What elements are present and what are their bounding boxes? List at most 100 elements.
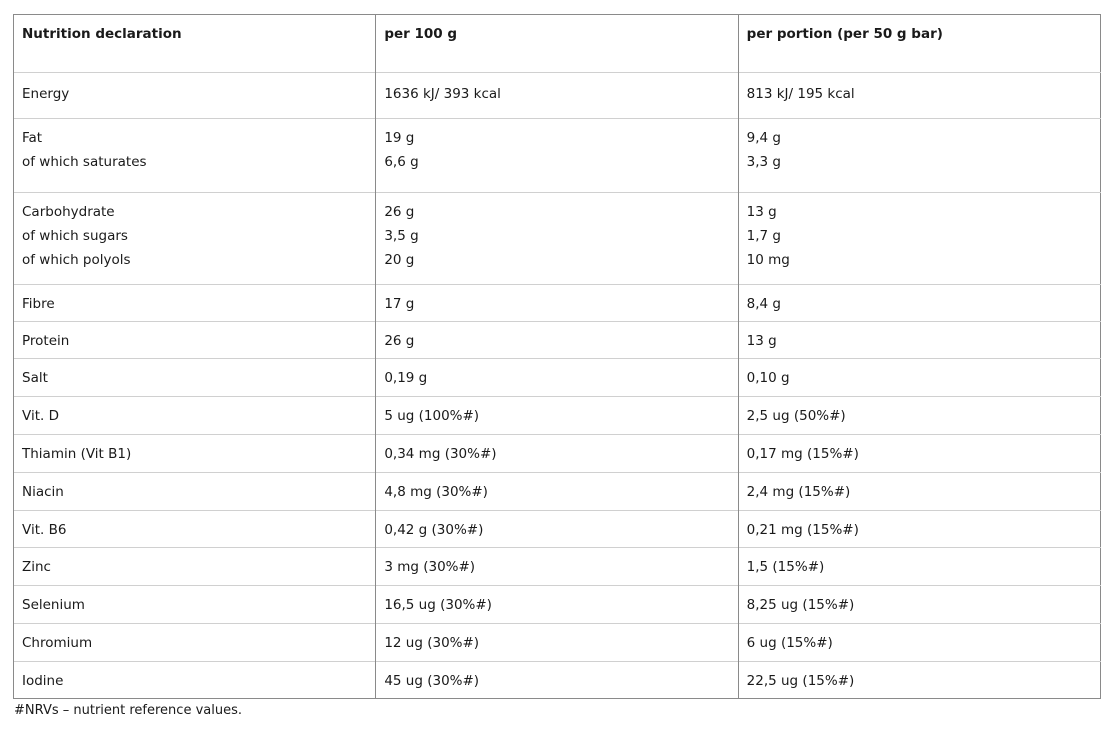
nutrient-label: Thiamin (Vit B1) [22,446,132,462]
nutrient-label: of which sugars [22,228,128,244]
nutrient-label: of which saturates [22,154,147,170]
nutrient-label: Selenium [22,597,85,613]
header-per-portion: per portion (per 50 g bar) [737,14,1101,73]
per-portion-cell: 6 ug (15%#) [737,623,1101,662]
nutrient-value: 13 g [746,204,777,220]
table-row: Thiamin (Vit B1) 0,34 mg (30%#) 0,17 mg (1… [12,434,1101,473]
per-100g-cell: 45 ug (30%#) [375,661,739,699]
nutrient-value: 1,5 (15%#) [746,559,825,575]
table-row: Vit. B6 0,42 g (30%#) 0,21 mg (15%#) [12,510,1101,548]
nutrient-cell: Selenium [12,585,376,624]
nutrient-cell: Carbohydrate of which sugars of which poly… [12,192,376,285]
nutrition-table: Nutrition declaration per 100 g per port… [12,14,1101,699]
nutrient-value: 6,6 g [384,154,419,170]
nutrient-cell: Energy [12,72,376,119]
per-portion-cell: 8,25 ug (15%#) [737,585,1101,624]
header-per-100g: per 100 g [375,14,739,73]
nutrient-cell: Niacin [12,472,376,511]
per-100g-cell: 26 g [375,321,739,359]
per-portion-cell: 22,5 ug (15%#) [737,661,1101,699]
nutrient-value: 3,5 g [384,228,419,244]
nutrient-value: 20 g [384,252,415,268]
per-100g-cell: 19 g 6,6 g [375,118,739,193]
per-100g-cell: 0,34 mg (30%#) [375,434,739,473]
nutrient-label: Niacin [22,484,64,500]
per-100g-cell: 1636 kJ/ 393 kcal [375,72,739,119]
nutrient-cell: Chromium [12,623,376,662]
nutrient-cell: Protein [12,321,376,359]
nutrient-value: 10 mg [746,252,790,268]
table-row: Niacin 4,8 mg (30%#) 2,4 mg (15%#) [12,472,1101,511]
nutrient-value: 6 ug (15%#) [746,635,833,651]
table-row: Fat of which saturates 19 g 6,6 g 9,4 g 3,3 g [12,118,1101,193]
nutrient-value: 813 kJ/ 195 kcal [746,86,855,102]
nutrient-cell: Thiamin (Vit B1) [12,434,376,473]
nutrient-label: Zinc [22,559,51,575]
nutrient-label: Carbohydrate [22,204,115,220]
per-portion-cell: 1,5 (15%#) [737,547,1101,586]
header-row: Nutrition declaration per 100 g per port… [12,14,1101,73]
per-100g-cell: 17 g [375,284,739,322]
table-row: Selenium 16,5 ug (30%#) 8,25 ug (15%#) [12,585,1101,624]
nutrient-value: 9,4 g [746,130,781,146]
nutrient-cell: Iodine [12,661,376,699]
per-portion-cell: 0,10 g [737,358,1101,397]
table-row: Protein 26 g 13 g [12,321,1101,359]
nutrient-cell: Vit. B6 [12,510,376,548]
nutrient-value: 22,5 ug (15%#) [746,673,855,689]
per-portion-cell: 2,5 ug (50%#) [737,396,1101,435]
nutrient-label: Vit. B6 [22,522,67,538]
table-row: Iodine 45 ug (30%#) 22,5 ug (15%#) [12,661,1101,699]
nutrient-value: 19 g [384,130,415,146]
table-row: Fibre 17 g 8,4 g [12,284,1101,322]
nutrient-label: Energy [22,86,70,102]
nutrient-label: Protein [22,333,70,349]
per-100g-cell: 12 ug (30%#) [375,623,739,662]
nutrient-label: Iodine [22,673,64,689]
nutrient-cell: Salt [12,358,376,397]
nutrient-value: 13 g [746,333,777,349]
nutrient-value: 0,10 g [746,370,790,386]
per-100g-cell: 5 ug (100%#) [375,396,739,435]
per-100g-cell: 0,19 g [375,358,739,397]
per-100g-cell: 0,42 g (30%#) [375,510,739,548]
footnote: #NRVs – nutrient reference values. [14,703,242,718]
table-row: Salt 0,19 g 0,10 g [12,358,1101,397]
per-portion-cell: 0,17 mg (15%#) [737,434,1101,473]
nutrient-label: Salt [22,370,48,386]
nutrient-value: 1636 kJ/ 393 kcal [384,86,501,102]
nutrient-value: 2,4 mg (15%#) [746,484,851,500]
per-portion-cell: 13 g [737,321,1101,359]
nutrient-value: 4,8 mg (30%#) [384,484,488,500]
table-row: Zinc 3 mg (30%#) 1,5 (15%#) [12,547,1101,586]
table-row: Carbohydrate of which sugars of which poly… [12,192,1101,285]
per-portion-cell: 2,4 mg (15%#) [737,472,1101,511]
per-portion-cell: 813 kJ/ 195 kcal [737,72,1101,119]
per-100g-cell: 26 g 3,5 g 20 g [375,192,739,285]
nutrient-label: Vit. D [22,408,59,424]
table-row: Vit. D 5 ug (100%#) 2,5 ug (50%#) [12,396,1101,435]
nutrient-value: 1,7 g [746,228,781,244]
nutrient-value: 0,34 mg (30%#) [384,446,497,462]
nutrient-cell: Vit. D [12,396,376,435]
nutrient-value: 26 g [384,204,415,220]
nutrient-value: 8,4 g [746,296,781,312]
per-portion-cell: 9,4 g 3,3 g [737,118,1101,193]
nutrient-value: 5 ug (100%#) [384,408,480,424]
nutrient-cell: Fibre [12,284,376,322]
nutrient-value: 3 mg (30%#) [384,559,476,575]
nutrient-value: 16,5 ug (30%#) [384,597,492,613]
nutrient-value: 0,42 g (30%#) [384,522,484,538]
nutrient-value: 0,19 g [384,370,428,386]
header-nutrition-declaration: Nutrition declaration [12,14,376,73]
nutrient-value: 0,21 mg (15%#) [746,522,859,538]
table-row: Chromium 12 ug (30%#) 6 ug (15%#) [12,623,1101,662]
nutrient-cell: Zinc [12,547,376,586]
nutrient-value: 8,25 ug (15%#) [746,597,855,613]
per-100g-cell: 4,8 mg (30%#) [375,472,739,511]
nutrient-value: 45 ug (30%#) [384,673,480,689]
nutrient-value: 12 ug (30%#) [384,635,480,651]
nutrient-cell: Fat of which saturates [12,118,376,193]
nutrient-label: Chromium [22,635,93,651]
nutrient-value: 0,17 mg (15%#) [746,446,859,462]
